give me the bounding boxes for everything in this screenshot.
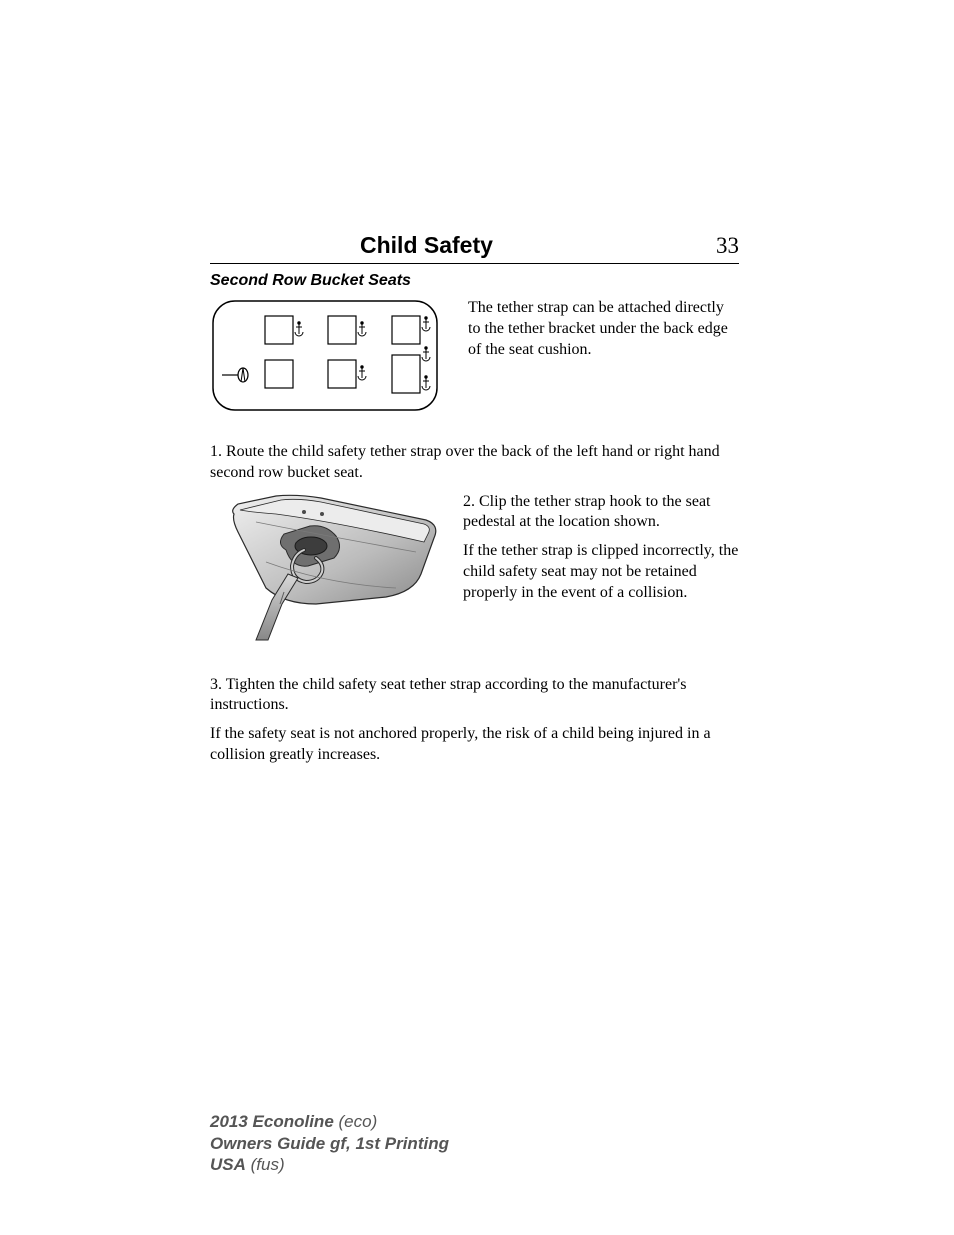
footer-line-2: Owners Guide gf, 1st Printing [210, 1133, 449, 1154]
footer-region: USA [210, 1155, 246, 1174]
footer-region-code: (fus) [246, 1155, 285, 1174]
closing-paragraph: If the safety seat is not anchored prope… [210, 724, 739, 766]
intro-paragraph: The tether strap can be attached directl… [468, 298, 739, 360]
step-2-note: If the tether strap is clipped incorrect… [463, 541, 739, 603]
seat-layout-diagram [210, 298, 440, 418]
header-row: Child Safety 33 [210, 232, 739, 264]
subheading: Second Row Bucket Seats [210, 272, 739, 290]
footer-model: 2013 Econoline [210, 1112, 334, 1131]
footer-line-3: USA (fus) [210, 1154, 449, 1175]
footer-line-1: 2013 Econoline (eco) [210, 1111, 449, 1132]
footer-model-code: (eco) [334, 1112, 377, 1131]
step-1: 1. Route the child safety tether strap o… [210, 442, 739, 484]
step2-text-col: 2. Clip the tether strap hook to the sea… [463, 492, 739, 647]
step-3: 3. Tighten the child safety seat tether … [210, 675, 739, 717]
chapter-title: Child Safety [360, 232, 493, 259]
intro-row: The tether strap can be attached directl… [210, 298, 739, 418]
footer-block: 2013 Econoline (eco) Owners Guide gf, 1s… [210, 1111, 449, 1175]
page-number: 33 [716, 233, 739, 259]
step-2: 2. Clip the tether strap hook to the sea… [463, 492, 739, 534]
intro-text-col: The tether strap can be attached directl… [468, 298, 739, 418]
step2-row: 2. Clip the tether strap hook to the sea… [210, 492, 739, 647]
tether-clip-illustration [226, 492, 441, 647]
page-content: Child Safety 33 Second Row Bucket Seats [0, 0, 954, 766]
